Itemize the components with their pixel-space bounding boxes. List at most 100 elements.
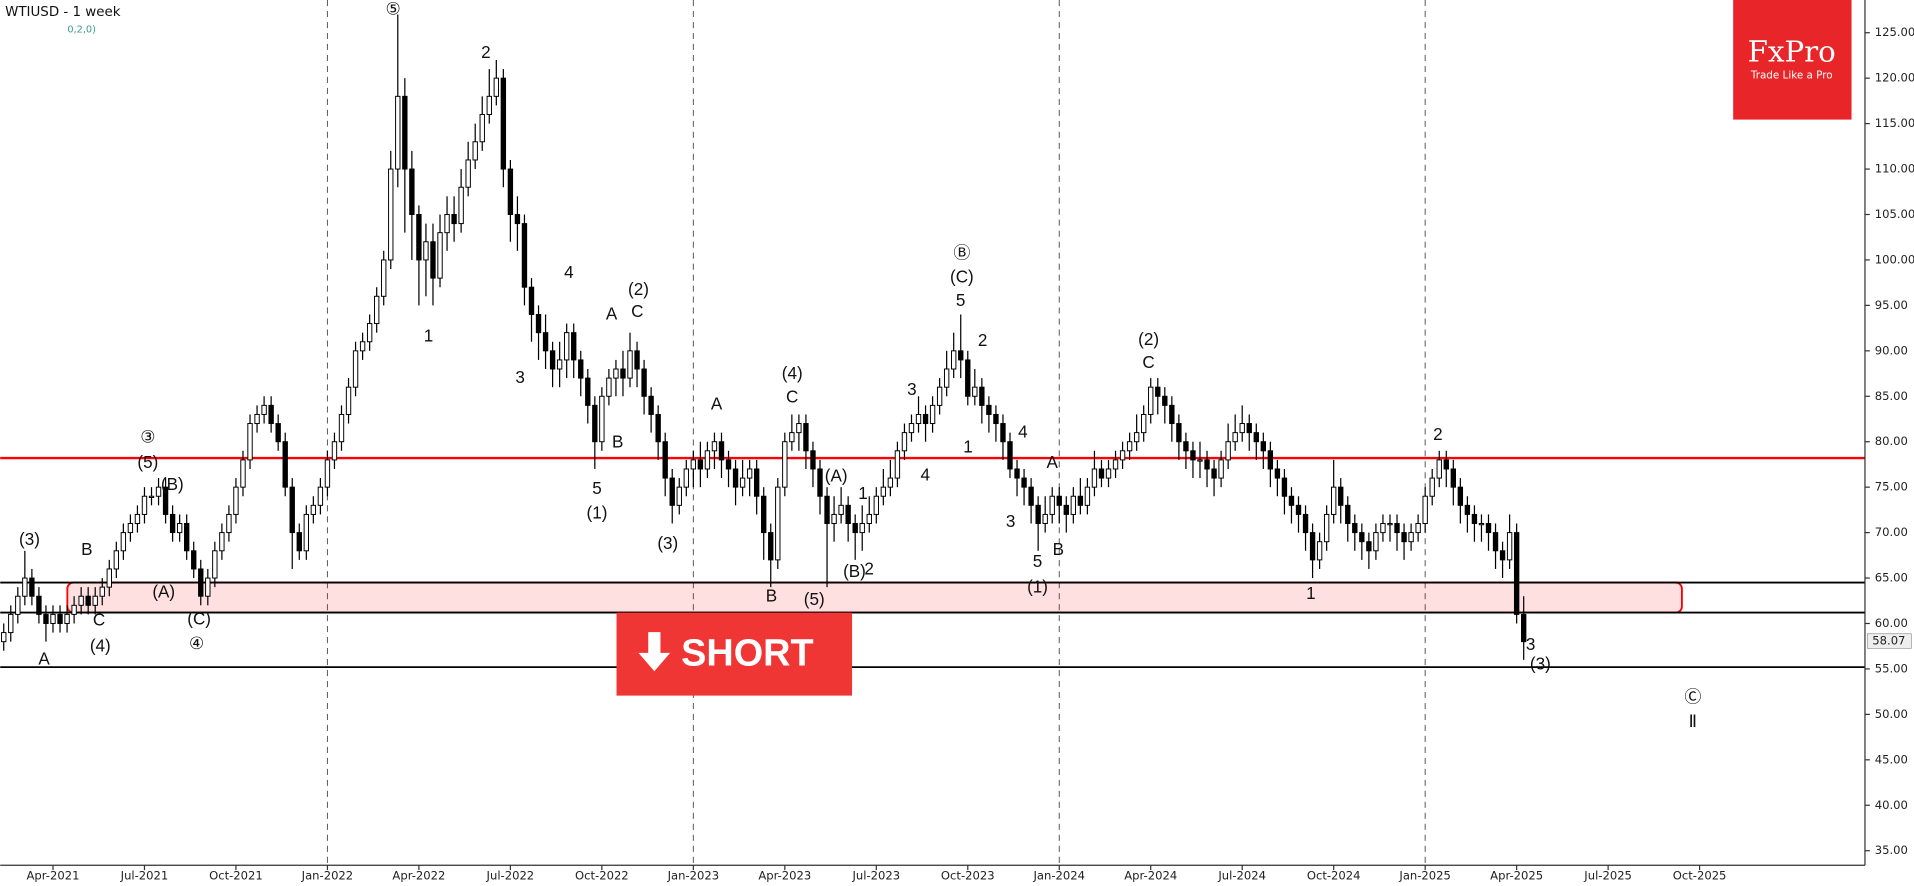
wave-label: 5 — [592, 479, 602, 498]
candle-body — [1000, 423, 1006, 443]
candle-body — [1457, 486, 1464, 506]
y-tick-label: 95.00 — [1875, 298, 1908, 312]
wave-label: B — [1053, 540, 1064, 559]
candle-body — [1499, 550, 1506, 561]
x-tick-label: Apr-2021 — [27, 869, 80, 883]
wave-label: ④ — [189, 634, 204, 653]
candle-body — [1387, 523, 1393, 526]
candle-body — [92, 595, 98, 606]
candle-body — [430, 241, 436, 279]
wave-label: C — [1142, 353, 1154, 372]
candle-body — [1014, 468, 1020, 479]
candle-body — [775, 486, 781, 561]
wave-label: 1 — [858, 484, 868, 503]
candle-body — [275, 423, 281, 443]
candle-body — [191, 550, 197, 570]
candle-body — [915, 413, 922, 425]
candle-body — [1176, 423, 1182, 443]
candle-body — [782, 441, 788, 488]
candle-body — [15, 595, 21, 615]
wave-label: (4) — [90, 636, 111, 655]
candle-body — [542, 332, 549, 352]
wave-label: (4) — [782, 364, 803, 383]
y-tick-label: 60.00 — [1875, 616, 1908, 630]
candle-body — [810, 450, 816, 470]
candle-body — [958, 350, 964, 361]
candle-body — [345, 386, 352, 415]
candle-body — [1450, 468, 1456, 488]
candle-body — [1478, 523, 1485, 526]
candle-body — [289, 486, 295, 534]
candle-body — [1105, 468, 1112, 479]
candle-body — [8, 613, 14, 634]
candle-body — [1218, 459, 1224, 479]
candle-body — [247, 423, 253, 461]
candle-body — [711, 441, 718, 452]
candle-body — [50, 613, 56, 624]
candle-body — [1028, 486, 1034, 506]
candle-body — [535, 313, 542, 334]
x-tick-label: Jan-2024 — [1033, 869, 1086, 883]
candle-body — [1035, 504, 1041, 525]
candle-body — [500, 77, 507, 170]
candle-body — [296, 532, 302, 552]
y-tick-label: 55.00 — [1875, 661, 1908, 675]
candle-body — [1295, 504, 1302, 515]
candle-body — [1471, 513, 1478, 525]
candle-body — [1169, 404, 1175, 425]
wave-label: (3) — [1530, 655, 1551, 674]
wave-label: C — [93, 611, 105, 630]
candle-body — [465, 159, 471, 188]
candle-body — [1070, 495, 1077, 515]
candle-body — [317, 486, 324, 506]
candle-body — [1302, 513, 1309, 534]
y-tick-label: 50.00 — [1875, 707, 1908, 721]
candle-body — [268, 404, 274, 425]
chart-title: WTIUSD - 1 week — [5, 5, 121, 20]
x-tick-label: Jul-2024 — [1217, 869, 1266, 883]
candle-body — [831, 513, 837, 525]
candle-body — [620, 368, 626, 379]
candle-body — [233, 486, 239, 515]
candle-body — [732, 468, 739, 488]
candle-body — [943, 368, 950, 388]
wave-label: Ⓑ — [953, 243, 970, 262]
candle-body — [662, 441, 668, 479]
candle-body — [746, 468, 753, 479]
x-tick-label: Jul-2022 — [486, 869, 535, 883]
y-tick-label: 35.00 — [1875, 843, 1908, 857]
candle-body — [789, 432, 795, 443]
x-tick-label: Oct-2022 — [575, 869, 629, 883]
wave-label: (A) — [825, 467, 848, 486]
candle-body — [1183, 441, 1189, 452]
candle-body — [409, 168, 415, 215]
y-tick-label: 105.00 — [1875, 207, 1914, 221]
wave-label: (A) — [152, 583, 175, 602]
candle-body — [606, 377, 612, 397]
wave-label: (5) — [137, 453, 158, 472]
wave-label: 1 — [424, 326, 434, 345]
candle-body — [374, 295, 380, 325]
candle-body — [929, 404, 936, 425]
x-tick-label: Oct-2025 — [1673, 869, 1727, 883]
x-tick-label: Oct-2021 — [209, 869, 263, 883]
candle-body — [1316, 541, 1323, 561]
candle-body — [521, 223, 528, 288]
candle-body — [528, 286, 535, 315]
x-tick-label: Jul-2025 — [1583, 869, 1632, 883]
candle-body — [366, 323, 373, 343]
wave-label: (2) — [1138, 330, 1159, 349]
x-tick-label: Apr-2022 — [392, 869, 445, 883]
candle-body — [451, 214, 457, 225]
candle-body — [444, 214, 450, 234]
candle-body — [240, 459, 246, 488]
y-tick-label: 70.00 — [1875, 525, 1908, 539]
y-tick-label: 80.00 — [1875, 434, 1908, 448]
candle-body — [64, 613, 70, 624]
wave-label: Ⓒ — [1684, 688, 1701, 707]
candle-body — [1190, 450, 1196, 461]
wave-label: (C) — [950, 268, 974, 287]
candle-body — [1415, 523, 1421, 534]
candle-body — [1422, 495, 1428, 525]
